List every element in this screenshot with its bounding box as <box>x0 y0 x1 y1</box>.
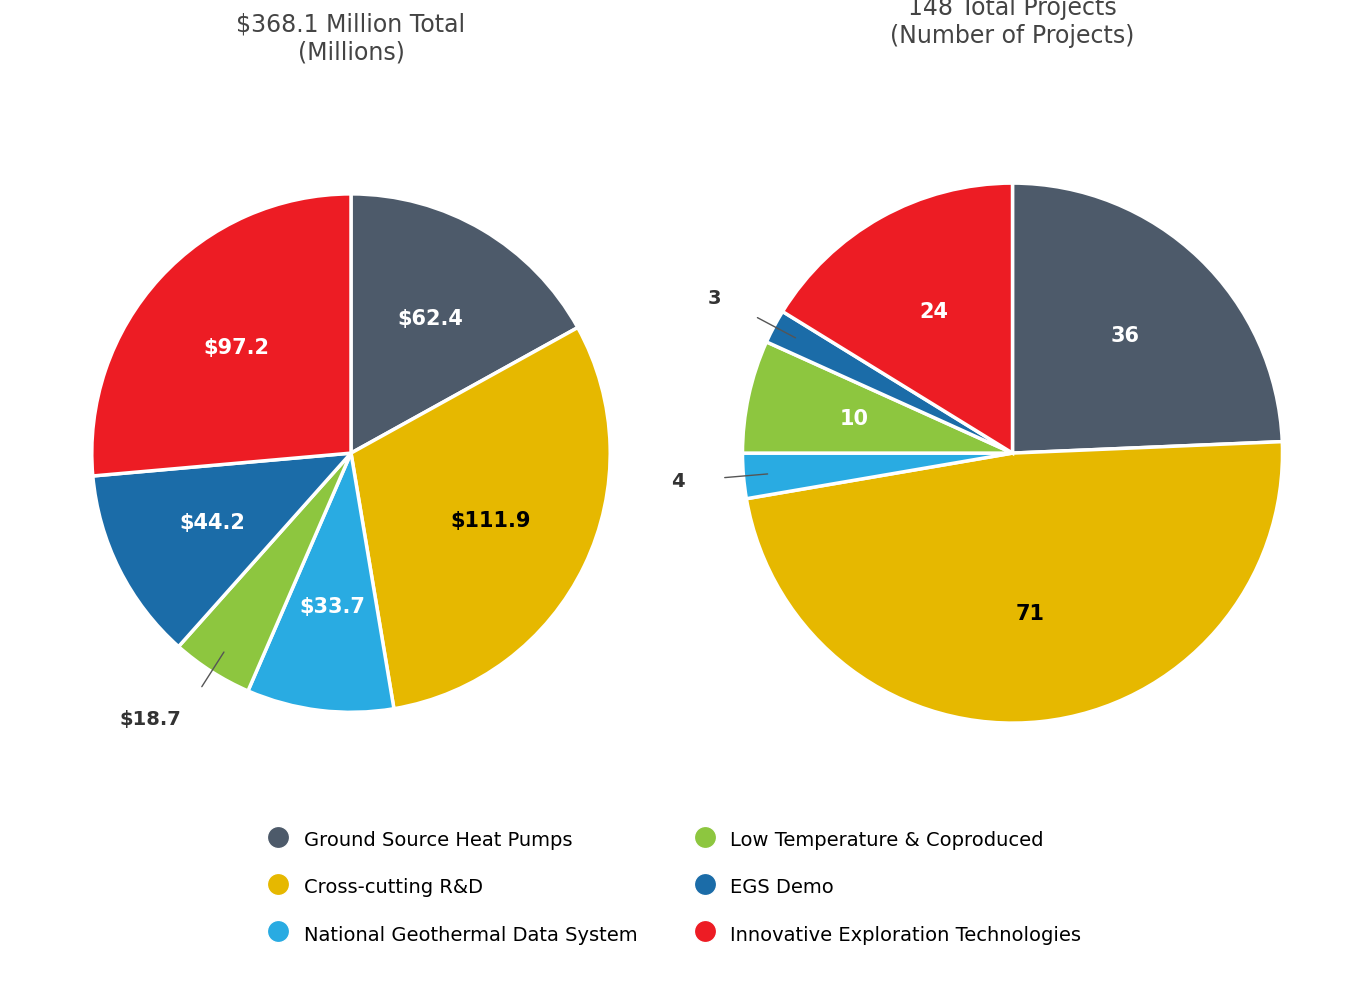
Text: 71: 71 <box>1015 604 1044 624</box>
Text: 3: 3 <box>709 289 722 308</box>
Legend: Ground Source Heat Pumps, Cross-cutting R&D, National Geothermal Data System, Lo: Ground Source Heat Pumps, Cross-cutting … <box>250 809 1100 965</box>
Wedge shape <box>1012 183 1282 453</box>
Wedge shape <box>743 453 1012 498</box>
Wedge shape <box>783 183 1012 453</box>
Text: $97.2: $97.2 <box>204 338 269 359</box>
Text: $33.7: $33.7 <box>300 598 364 618</box>
Wedge shape <box>92 194 351 476</box>
Text: 10: 10 <box>840 409 868 429</box>
Wedge shape <box>351 194 578 453</box>
Text: $111.9: $111.9 <box>451 510 532 531</box>
Wedge shape <box>93 453 351 646</box>
Wedge shape <box>248 453 394 712</box>
Text: $368.1 Million Total
(Millions): $368.1 Million Total (Millions) <box>236 13 466 64</box>
Text: $62.4: $62.4 <box>397 309 463 329</box>
Text: 36: 36 <box>1110 326 1139 346</box>
Wedge shape <box>178 453 351 690</box>
Text: $44.2: $44.2 <box>180 513 244 533</box>
Text: 24: 24 <box>919 301 948 322</box>
Text: 148 Total Projects
(Number of Projects): 148 Total Projects (Number of Projects) <box>890 0 1135 48</box>
Wedge shape <box>743 342 1012 453</box>
Wedge shape <box>767 311 1012 453</box>
Text: 4: 4 <box>671 472 684 491</box>
Wedge shape <box>747 441 1282 723</box>
Wedge shape <box>351 328 610 709</box>
Text: $18.7: $18.7 <box>119 710 181 729</box>
